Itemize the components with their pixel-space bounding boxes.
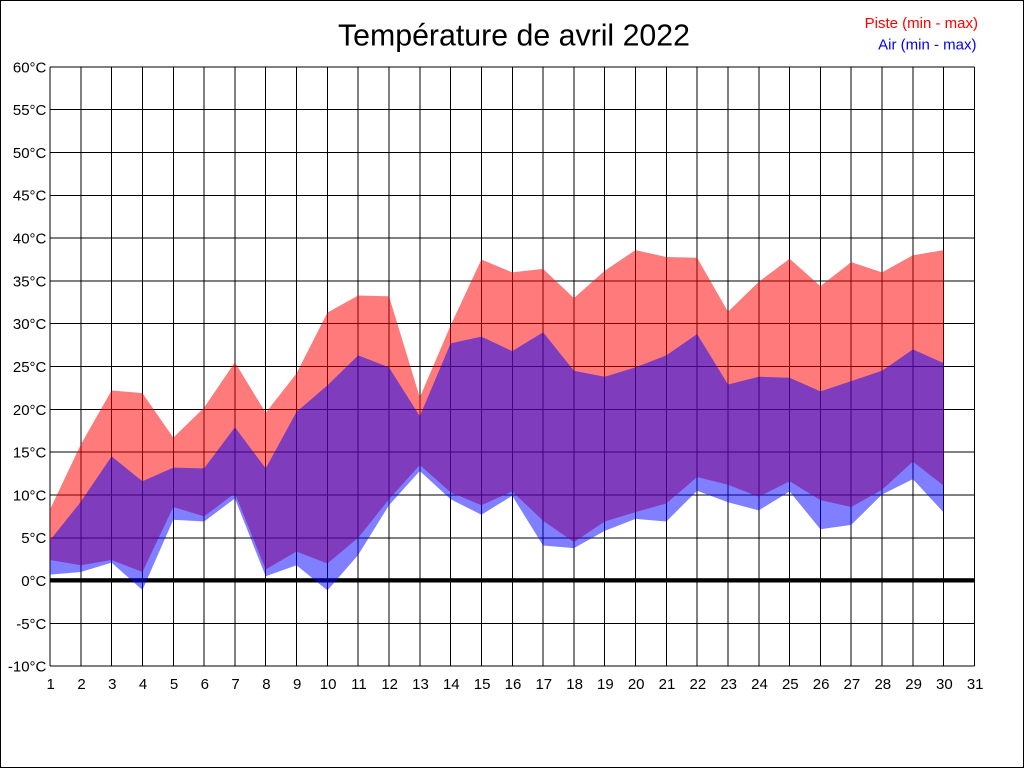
- svg-text:50°C: 50°C: [13, 145, 47, 162]
- svg-text:Piste (min - max): Piste (min - max): [865, 15, 978, 32]
- svg-text:6: 6: [201, 676, 209, 693]
- svg-text:21: 21: [659, 676, 676, 693]
- svg-text:29: 29: [905, 676, 922, 693]
- svg-text:10: 10: [320, 676, 337, 693]
- svg-text:1: 1: [47, 676, 55, 693]
- svg-text:55°C: 55°C: [13, 102, 47, 119]
- svg-text:30°C: 30°C: [13, 316, 47, 333]
- svg-text:9: 9: [293, 676, 301, 693]
- svg-text:Température de avril 2022: Température de avril 2022: [338, 19, 690, 52]
- svg-text:24: 24: [751, 676, 768, 693]
- svg-text:40°C: 40°C: [13, 231, 47, 248]
- svg-text:23: 23: [720, 676, 737, 693]
- svg-text:8: 8: [262, 676, 270, 693]
- svg-text:Air (min - max): Air (min - max): [878, 36, 976, 53]
- svg-text:18: 18: [566, 676, 583, 693]
- svg-text:25: 25: [782, 676, 799, 693]
- svg-text:12: 12: [381, 676, 398, 693]
- svg-text:16: 16: [505, 676, 522, 693]
- svg-text:3: 3: [108, 676, 116, 693]
- svg-text:5°C: 5°C: [21, 530, 46, 547]
- svg-text:31: 31: [967, 676, 984, 693]
- svg-text:27: 27: [844, 676, 861, 693]
- svg-text:2: 2: [77, 676, 85, 693]
- svg-text:25°C: 25°C: [13, 359, 47, 376]
- svg-text:0°C: 0°C: [21, 573, 46, 590]
- svg-text:14: 14: [443, 676, 460, 693]
- svg-text:26: 26: [813, 676, 830, 693]
- svg-text:15: 15: [474, 676, 491, 693]
- svg-text:20: 20: [628, 676, 645, 693]
- svg-text:15°C: 15°C: [13, 445, 47, 462]
- svg-text:35°C: 35°C: [13, 273, 47, 290]
- svg-text:30: 30: [936, 676, 953, 693]
- svg-text:17: 17: [535, 676, 552, 693]
- svg-text:11: 11: [351, 676, 367, 693]
- svg-text:13: 13: [412, 676, 429, 693]
- svg-text:-5°C: -5°C: [16, 616, 46, 633]
- svg-text:28: 28: [874, 676, 891, 693]
- svg-text:60°C: 60°C: [13, 59, 47, 76]
- svg-text:7: 7: [231, 676, 239, 693]
- svg-text:4: 4: [139, 676, 147, 693]
- svg-text:22: 22: [690, 676, 707, 693]
- svg-text:45°C: 45°C: [13, 188, 47, 205]
- svg-text:20°C: 20°C: [13, 402, 47, 419]
- svg-text:10°C: 10°C: [13, 487, 47, 504]
- svg-text:19: 19: [597, 676, 614, 693]
- svg-text:-10°C: -10°C: [8, 659, 47, 676]
- svg-text:5: 5: [170, 676, 178, 693]
